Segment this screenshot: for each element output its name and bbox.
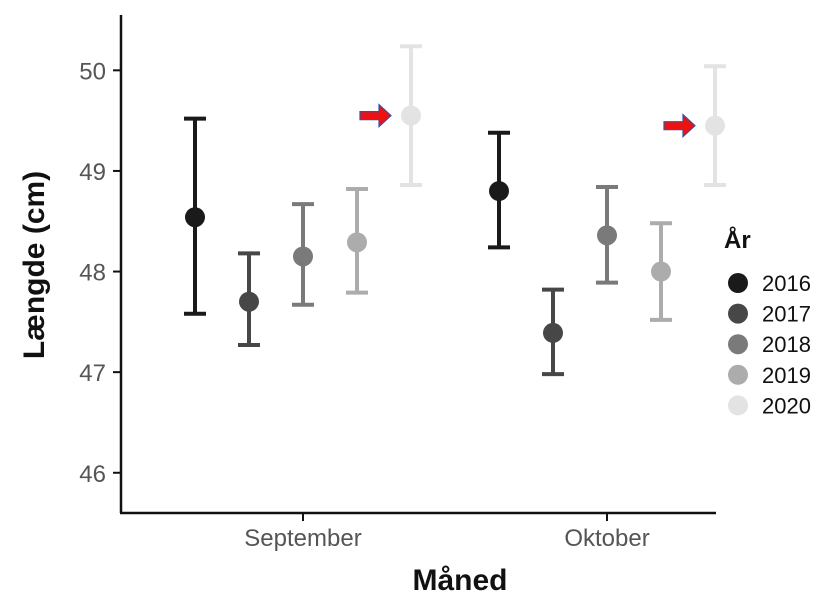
legend-swatch — [728, 395, 748, 416]
legend-item-2016: 2016 — [728, 271, 811, 296]
legend: År 2016 2017 2018 2019 2020 — [724, 226, 811, 418]
error-bar-2018-september — [292, 202, 314, 307]
error-bar-2017-oktober — [542, 287, 564, 377]
legend-item-2019: 2019 — [728, 363, 811, 388]
data-point-2016-oktober — [489, 181, 509, 202]
x-ticks: September Oktober — [244, 513, 650, 552]
error-bar-2019-september — [346, 187, 368, 295]
red-arrow-icon — [663, 113, 696, 139]
error-bar-2020-oktober — [704, 64, 726, 188]
error-bar-2020-september — [400, 44, 422, 188]
error-bar-2017-september — [238, 251, 260, 347]
legend-item-2018: 2018 — [728, 332, 811, 357]
y-tick-label: 47 — [79, 360, 106, 387]
data-point-2018-oktober — [597, 225, 617, 246]
y-tick-label: 48 — [79, 260, 106, 287]
data-point-2018-september — [293, 246, 313, 267]
plot-marks — [184, 44, 726, 377]
y-tick-label: 50 — [79, 58, 106, 85]
error-bar-2016-september — [184, 116, 206, 316]
error-bar-2019-oktober — [650, 221, 672, 322]
annotation-arrows — [359, 103, 696, 139]
legend-label: 2017 — [762, 302, 811, 327]
data-point-2019-oktober — [651, 261, 671, 282]
y-tick-label: 49 — [79, 159, 106, 186]
legend-swatch — [728, 303, 748, 324]
legend-label: 2016 — [762, 271, 811, 296]
legend-title: År — [724, 226, 751, 254]
data-point-2016-september — [185, 207, 205, 228]
y-tick-label: 46 — [79, 461, 106, 488]
error-bar-2016-oktober — [488, 130, 510, 250]
legend-label: 2019 — [762, 363, 811, 388]
axes — [119, 15, 716, 515]
y-axis-title: Længde (cm) — [18, 171, 51, 359]
x-tick-label: Oktober — [564, 525, 649, 552]
y-ticks: 46 47 48 49 50 — [79, 58, 121, 488]
red-arrow-icon — [359, 103, 392, 128]
x-axis-title: Måned — [412, 564, 507, 597]
error-bar-2018-oktober — [596, 185, 618, 285]
legend-items: 2016 2017 2018 2019 2020 — [728, 271, 811, 418]
data-point-2019-september — [347, 232, 367, 253]
legend-item-2020: 2020 — [728, 393, 811, 418]
data-point-2020-september — [401, 105, 421, 126]
x-tick-label: September — [244, 525, 361, 552]
data-point-2017-september — [239, 291, 259, 312]
legend-label: 2020 — [762, 393, 811, 418]
legend-label: 2018 — [762, 332, 811, 357]
data-point-2017-oktober — [543, 322, 563, 343]
legend-swatch — [728, 273, 748, 293]
legend-item-2017: 2017 — [728, 302, 811, 327]
data-point-2020-oktober — [705, 115, 725, 136]
legend-swatch — [728, 364, 748, 385]
legend-swatch — [728, 334, 748, 355]
